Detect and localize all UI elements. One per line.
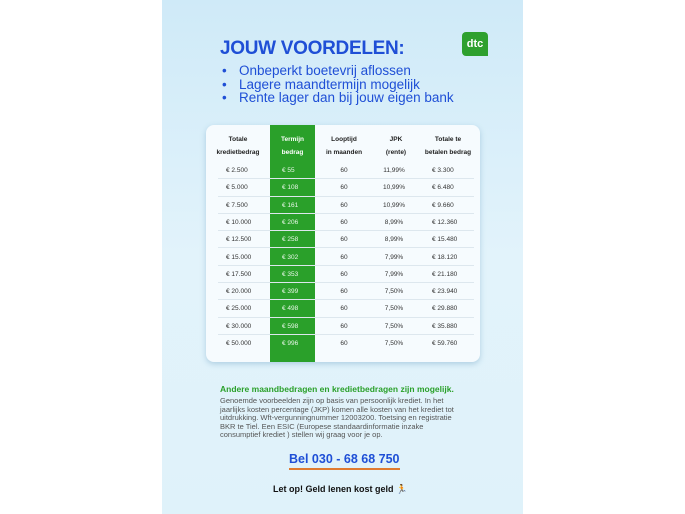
- table-row: € 25.000 € 498 60 7,50% € 29.880: [218, 300, 474, 318]
- header-line: Totale: [228, 136, 248, 143]
- table-cell: 60: [340, 236, 348, 244]
- dtc-logo: dtc: [462, 32, 488, 56]
- table-cell: € 23.940: [432, 288, 458, 296]
- table-cell: 7,99%: [384, 253, 404, 261]
- table-cell: € 10.000: [226, 218, 252, 226]
- header-line: bedrag: [281, 149, 304, 156]
- table-cell: € 25.000: [226, 305, 252, 313]
- table-row: € 15.000 € 302 60 7,99% € 18.120: [218, 249, 474, 266]
- table-cell: € 20.000: [226, 288, 252, 296]
- table-cell: € 5.000: [226, 184, 248, 192]
- running-man-icon: 🏃: [396, 484, 408, 494]
- table-cell: € 9.660: [432, 201, 454, 209]
- table-cell: € 35.880: [432, 322, 458, 330]
- table-cell: 60: [340, 288, 348, 296]
- table-cell: € 302: [282, 253, 299, 261]
- table-cell: € 258: [282, 236, 299, 244]
- table-cell: € 498: [282, 305, 299, 313]
- table-cell: € 996: [282, 340, 299, 347]
- table-cell: 60: [340, 322, 348, 330]
- header-line: (rente): [385, 149, 407, 156]
- header-line: betalen bedrag: [424, 149, 472, 156]
- column-header: Totale kredietbedrag: [210, 133, 266, 159]
- table-row: € 20.000 € 399 60 7,50% € 23.940: [218, 283, 474, 301]
- table-cell: 60: [340, 184, 348, 192]
- table-cell: € 15.480: [432, 236, 458, 244]
- table-row: € 12.500 € 258 60 8,99% € 15.480: [218, 231, 474, 249]
- highlight-column: [270, 125, 315, 362]
- more-options-note: Andere maandbedragen en kredietbedragen …: [220, 384, 454, 394]
- benefit-item: Rente lager dan bij jouw eigen bank: [222, 91, 454, 105]
- table-cell: € 55: [282, 167, 295, 174]
- table-row: € 17.500 € 353 60 7,99% € 21.180: [218, 266, 474, 284]
- table-cell: 11,99%: [383, 167, 405, 174]
- header-line: JPK: [389, 136, 403, 143]
- benefit-item: Onbeperkt boetevrij aflossen: [222, 64, 454, 78]
- header-line: in maanden: [325, 149, 363, 156]
- table-cell: 8,99%: [384, 236, 404, 244]
- table-cell: 10,99%: [382, 184, 406, 192]
- table-cell: € 7.500: [226, 201, 248, 209]
- table-cell: € 12.360: [432, 218, 458, 226]
- table-cell: € 108: [282, 184, 299, 192]
- table-cell: € 50.000: [226, 340, 252, 347]
- benefits-list: Onbeperkt boetevrij aflossen Lagere maan…: [222, 64, 454, 105]
- table-cell: 60: [340, 270, 348, 278]
- table-cell: € 29.880: [432, 305, 458, 313]
- table-cell: 60: [340, 201, 348, 209]
- table-cell: € 17.500: [226, 270, 252, 278]
- table-cell: € 15.000: [226, 253, 252, 261]
- table-cell: € 6.480: [432, 184, 454, 192]
- table-row: € 10.000 € 206 60 8,99% € 12.360: [218, 214, 474, 232]
- table-cell: 60: [340, 218, 348, 226]
- table-cell: 60: [340, 253, 348, 261]
- table-cell: 7,50%: [384, 340, 404, 347]
- table-row: € 5.000 € 108 60 10,99% € 6.480: [218, 179, 474, 197]
- table-cell: 60: [340, 305, 348, 313]
- table-row: € 7.500 € 161 60 10,99% € 9.660: [218, 197, 474, 214]
- table-cell: € 206: [282, 218, 299, 226]
- table-cell: € 161: [282, 201, 299, 209]
- column-header: Termijn bedrag: [270, 133, 315, 159]
- phone-link[interactable]: Bel 030 - 68 68 750: [289, 452, 400, 470]
- table-cell: € 353: [282, 270, 299, 278]
- page-title: JOUW VOORDELEN:: [220, 38, 405, 59]
- table-cell: € 30.000: [226, 322, 252, 330]
- warning-text: Let op! Geld lenen kost geld 🏃: [273, 484, 407, 495]
- table-cell: € 18.120: [432, 253, 458, 261]
- header-line: Looptijd: [331, 136, 357, 143]
- table-cell: 7,50%: [384, 288, 404, 296]
- table-cell: 7,50%: [384, 322, 404, 330]
- warning-label: Let op! Geld lenen kost geld: [273, 484, 394, 494]
- header-line: kredietbedrag: [216, 149, 260, 156]
- table-row: € 2.500 € 55 60 11,99% € 3.300: [218, 162, 474, 180]
- table-cell: € 2.500: [226, 167, 248, 174]
- table-cell: 7,50%: [384, 305, 404, 313]
- table-cell: € 399: [282, 288, 299, 296]
- table-cell: € 12.500: [226, 236, 252, 244]
- table-cell: € 3.300: [432, 167, 454, 174]
- header-line: Totale te: [434, 136, 462, 143]
- table-cell: 60: [340, 340, 348, 347]
- table-row: € 30.000 € 598 60 7,50% € 35.880: [218, 318, 474, 335]
- table-cell: € 598: [282, 322, 299, 330]
- table-cell: € 21.180: [432, 270, 458, 278]
- header-line: Termijn: [281, 136, 304, 143]
- table-cell: € 59.760: [432, 340, 458, 347]
- column-header: Looptijd in maanden: [318, 133, 370, 159]
- table-cell: 8,99%: [384, 218, 404, 226]
- benefit-item: Lagere maandtermijn mogelijk: [222, 77, 454, 92]
- table-cell: 10,99%: [382, 201, 406, 209]
- table-row: € 50.000 € 996 60 7,50% € 59.760: [218, 335, 474, 352]
- table-cell: 60: [340, 167, 348, 174]
- column-header: JPK (rente): [372, 133, 420, 159]
- column-header: Totale te betalen bedrag: [420, 133, 476, 159]
- disclaimer-text: Genoemde voorbeelden zijn op basis van p…: [220, 396, 454, 440]
- loan-table: Totale kredietbedrag Termijn bedrag Looptijd…: [206, 125, 480, 362]
- table-cell: 7,99%: [384, 270, 404, 278]
